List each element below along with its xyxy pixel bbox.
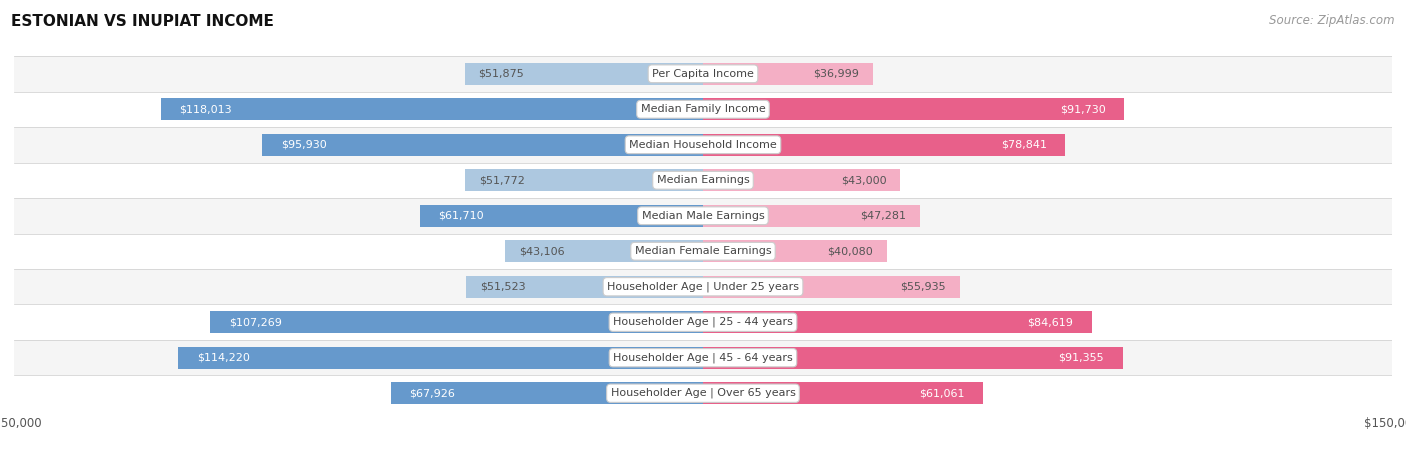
Bar — [14, 127, 1392, 163]
Bar — [465, 63, 703, 85]
Text: Median Female Earnings: Median Female Earnings — [634, 246, 772, 256]
Bar — [160, 98, 703, 120]
Bar — [391, 382, 703, 404]
Bar — [703, 134, 1066, 156]
Bar — [703, 382, 983, 404]
Text: Householder Age | Under 25 years: Householder Age | Under 25 years — [607, 282, 799, 292]
Text: $84,619: $84,619 — [1028, 317, 1073, 327]
Text: Median Earnings: Median Earnings — [657, 175, 749, 185]
Bar — [703, 311, 1091, 333]
Text: $36,999: $36,999 — [813, 69, 859, 79]
Bar — [14, 163, 1392, 198]
Bar — [14, 234, 1392, 269]
Bar — [14, 56, 1392, 92]
Bar — [14, 269, 1392, 304]
Bar — [14, 92, 1392, 127]
Text: Householder Age | 45 - 64 years: Householder Age | 45 - 64 years — [613, 353, 793, 363]
Text: Householder Age | 25 - 44 years: Householder Age | 25 - 44 years — [613, 317, 793, 327]
Text: $61,061: $61,061 — [920, 388, 965, 398]
Bar — [14, 340, 1392, 375]
Text: $40,080: $40,080 — [828, 246, 873, 256]
Text: $67,926: $67,926 — [409, 388, 456, 398]
Bar — [14, 198, 1392, 234]
Text: $51,875: $51,875 — [478, 69, 524, 79]
Text: Householder Age | Over 65 years: Householder Age | Over 65 years — [610, 388, 796, 398]
Bar — [703, 205, 920, 227]
Bar — [703, 98, 1125, 120]
Text: $43,000: $43,000 — [841, 175, 887, 185]
Text: $95,930: $95,930 — [281, 140, 326, 150]
Bar — [419, 205, 703, 227]
Bar — [179, 347, 703, 369]
Text: $51,772: $51,772 — [479, 175, 524, 185]
Text: ESTONIAN VS INUPIAT INCOME: ESTONIAN VS INUPIAT INCOME — [11, 14, 274, 29]
Text: $91,355: $91,355 — [1059, 353, 1104, 363]
Text: $107,269: $107,269 — [229, 317, 281, 327]
Bar — [703, 63, 873, 85]
Bar — [211, 311, 703, 333]
Text: $91,730: $91,730 — [1060, 104, 1107, 114]
Text: Median Family Income: Median Family Income — [641, 104, 765, 114]
Text: $43,106: $43,106 — [519, 246, 564, 256]
Text: Median Male Earnings: Median Male Earnings — [641, 211, 765, 221]
Bar — [467, 276, 703, 298]
Text: $78,841: $78,841 — [1001, 140, 1046, 150]
Bar — [263, 134, 703, 156]
Text: $114,220: $114,220 — [197, 353, 250, 363]
Text: $51,523: $51,523 — [479, 282, 526, 292]
Bar — [703, 276, 960, 298]
Text: $47,281: $47,281 — [860, 211, 907, 221]
Bar — [703, 169, 900, 191]
Text: Median Household Income: Median Household Income — [628, 140, 778, 150]
Bar — [14, 304, 1392, 340]
Text: Per Capita Income: Per Capita Income — [652, 69, 754, 79]
Bar — [505, 240, 703, 262]
Text: $55,935: $55,935 — [900, 282, 946, 292]
Text: Source: ZipAtlas.com: Source: ZipAtlas.com — [1270, 14, 1395, 27]
Bar — [14, 375, 1392, 411]
Bar — [465, 169, 703, 191]
Bar — [703, 240, 887, 262]
Text: $61,710: $61,710 — [437, 211, 484, 221]
Text: $118,013: $118,013 — [180, 104, 232, 114]
Bar — [703, 347, 1122, 369]
